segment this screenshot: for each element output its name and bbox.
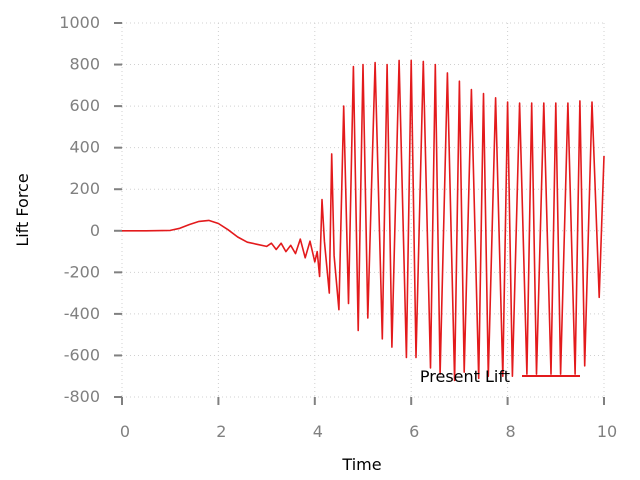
y-tick-label: 600 xyxy=(69,96,100,115)
y-tick-label: 1000 xyxy=(59,13,100,32)
x-tick-label: 2 xyxy=(216,422,226,441)
y-tick-label: 800 xyxy=(69,55,100,74)
legend: Present Lift xyxy=(420,367,580,386)
y-tick-label: -400 xyxy=(64,304,100,323)
x-tick-label: 4 xyxy=(313,422,323,441)
x-tick-label: 0 xyxy=(120,422,130,441)
x-tick-label: 10 xyxy=(597,422,617,441)
legend-label: Present Lift xyxy=(420,367,510,386)
series-layer xyxy=(122,59,605,382)
y-tick-label: 0 xyxy=(90,221,100,240)
x-tick-label: 6 xyxy=(409,422,419,441)
y-tick-label: -800 xyxy=(64,387,100,406)
y-tick-label: 400 xyxy=(69,138,100,157)
x-tick-label: 8 xyxy=(506,422,516,441)
x-axis-title: Time xyxy=(341,455,381,474)
y-axis-title: Lift Force xyxy=(13,173,32,246)
y-tick-label: 200 xyxy=(69,179,100,198)
y-tick-label: -200 xyxy=(64,262,100,281)
series-line xyxy=(122,59,605,382)
y-tick-label: -600 xyxy=(64,345,100,364)
axes: -800 -600 -400 -200 0 200 400 600 800 1000 0 2 4 6 8 10 xyxy=(59,13,617,441)
